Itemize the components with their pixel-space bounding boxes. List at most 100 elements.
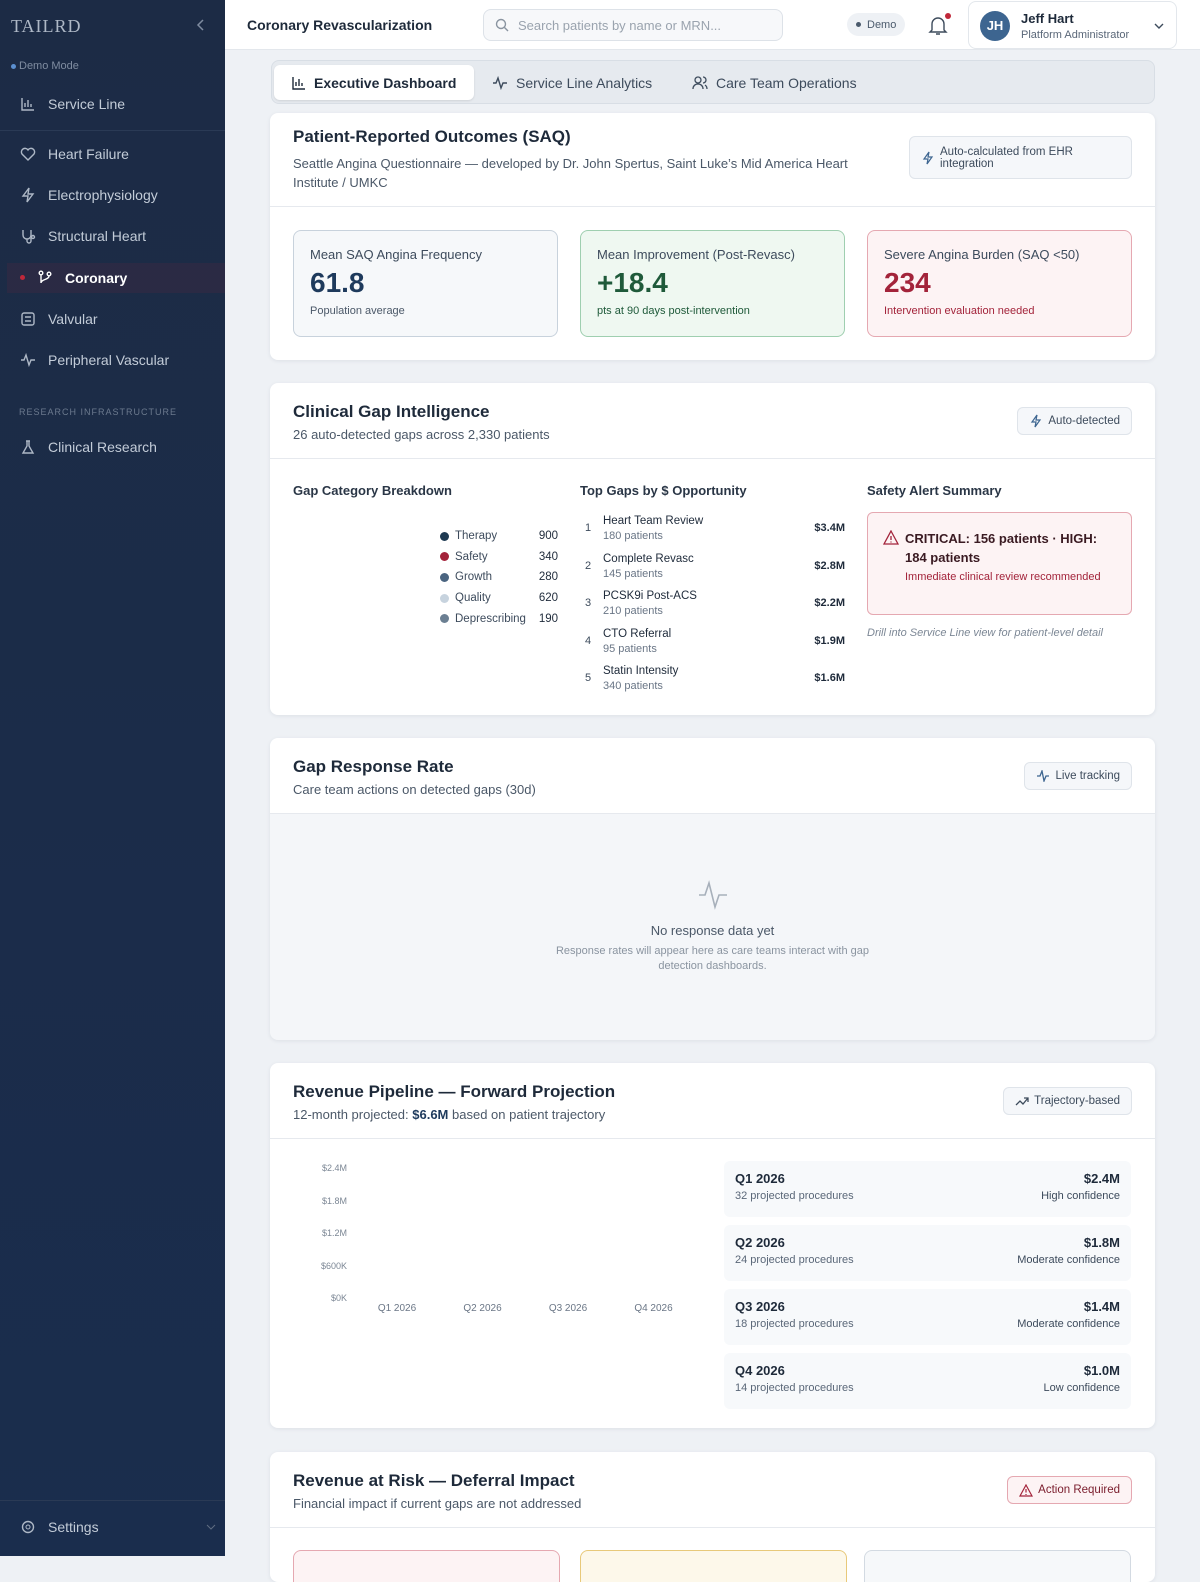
- gap-name: Complete Revasc: [603, 552, 694, 565]
- nav-label: Settings: [48, 1519, 99, 1535]
- legend-value: 900: [538, 530, 558, 542]
- card-subtitle: Care team actions on detected gaps (30d): [293, 782, 536, 797]
- nav-item[interactable]: Electrophysiology: [20, 180, 220, 210]
- risk-tile: [864, 1550, 1131, 1582]
- quarter: Q1 2026: [735, 1171, 785, 1186]
- alert-title: CRITICAL: 156 patients · HIGH: 184 patie…: [905, 531, 1098, 565]
- saq-card: Patient-Reported Outcomes (SAQ) Seattle …: [270, 113, 1155, 360]
- empty-title: No response data yet: [650, 923, 775, 938]
- user-menu[interactable]: JH Jeff Hart Platform Administrator: [968, 1, 1177, 49]
- settings[interactable]: Settings: [20, 1512, 220, 1542]
- quarter: Q2 2026: [735, 1235, 785, 1250]
- gap-row: 3 PCSK9i Post-ACS 210 patients $2.2M: [580, 587, 845, 621]
- metric-note: pts at 90 days post-intervention: [597, 305, 750, 317]
- legend-value: 190: [538, 612, 558, 625]
- quarter-confidence: Moderate confidence: [1017, 1254, 1120, 1266]
- logo: TAILRD: [11, 16, 82, 36]
- badge-text: Action Required: [1038, 1484, 1120, 1496]
- quarter-procedures: 32 projected procedures: [735, 1190, 854, 1202]
- nav-label: Clinical Research: [48, 439, 157, 455]
- legend-item: Safety 340: [440, 547, 558, 567]
- gap-patients: 95 patients: [603, 642, 657, 655]
- nav-item[interactable]: Heart Failure: [20, 139, 220, 169]
- x-axis-label: Q1 2026: [377, 1303, 417, 1314]
- quarter-row: Q1 2026 32 projected procedures $2.4M High …: [724, 1161, 1131, 1217]
- quarter-amount: $1.0M: [1083, 1363, 1120, 1378]
- section-title: Top Gaps by $ Opportunity: [580, 483, 747, 498]
- legend-item: Quality 620: [440, 588, 558, 608]
- nav-item[interactable]: Coronary: [7, 262, 225, 293]
- gap-rank: 2: [585, 559, 592, 572]
- badge: Live tracking: [1024, 762, 1132, 790]
- badge: Auto-calculated from EHR integration: [909, 136, 1132, 179]
- empty-text: Response rates will appear here as care …: [555, 945, 870, 972]
- legend-dot: [440, 552, 449, 562]
- badge-text: Auto-calculated from EHR integration: [940, 145, 1073, 170]
- empty-icon: [699, 880, 727, 910]
- safety-alert: CRITICAL: 156 patients · HIGH: 184 patie…: [867, 512, 1132, 615]
- nav-item[interactable]: Service Line: [20, 89, 220, 119]
- nav-label: Peripheral Vascular: [48, 352, 170, 368]
- metric-note: Intervention evaluation needed: [884, 305, 1035, 317]
- avatar: JH: [980, 11, 1010, 41]
- gap-card: Clinical Gap Intelligence 26 auto-detect…: [270, 383, 1155, 715]
- y-axis-label: $2.4M: [321, 1163, 347, 1173]
- nav-item[interactable]: Structural Heart: [20, 221, 220, 251]
- user-role: Platform Administrator: [1021, 29, 1130, 41]
- nav-item[interactable]: Clinical Research: [20, 432, 220, 462]
- notifications[interactable]: [925, 13, 951, 37]
- section-label: RESEARCH INFRASTRUCTURE: [19, 407, 178, 417]
- badge-text: Live tracking: [1055, 770, 1120, 782]
- gap-name: PCSK9i Post-ACS: [603, 590, 697, 602]
- tab-label: Service Line Analytics: [516, 74, 653, 91]
- badge: Trajectory-based: [1003, 1087, 1132, 1115]
- tab-label: Executive Dashboard: [314, 74, 457, 91]
- section-title: Safety Alert Summary: [867, 483, 1002, 498]
- quarter-row: Q2 2026 24 projected procedures $1.8M Moder…: [724, 1225, 1131, 1281]
- user-name: Jeff Hart: [1021, 11, 1074, 26]
- metric-value: 234: [884, 267, 931, 298]
- nav-label: Heart Failure: [48, 146, 129, 162]
- x-axis-label: Q2 2026: [463, 1303, 502, 1314]
- metric-label: Mean Improvement (Post-Revasc): [597, 247, 795, 262]
- quarter: Q3 2026: [735, 1299, 785, 1314]
- tab[interactable]: Service Line Analytics: [474, 65, 670, 100]
- legend-value: 340: [538, 550, 558, 563]
- nav-label: Coronary: [65, 269, 128, 286]
- metric-note: Population average: [310, 305, 405, 317]
- gap-row: 5 Statin Intensity 340 patients $1.6M: [580, 662, 845, 696]
- legend-dot: [440, 593, 449, 603]
- metric-label: Mean SAQ Angina Frequency: [310, 247, 482, 262]
- metric-card: Severe Angina Burden (SAQ <50) 234 Interve…: [867, 230, 1132, 337]
- collapse-button[interactable]: [196, 19, 206, 31]
- tab-bar: Executive Dashboard Service Line Analyti…: [271, 60, 1155, 104]
- nav-item[interactable]: Peripheral Vascular: [20, 345, 220, 375]
- nav-label: Electrophysiology: [48, 187, 158, 204]
- gap-patients: 180 patients: [603, 530, 663, 542]
- quarter-procedures: 14 projected procedures: [735, 1382, 854, 1394]
- sidebar: TAILRD Demo Mode Service Line Heart Failu…: [0, 0, 225, 1556]
- quarter-procedures: 24 projected procedures: [735, 1254, 854, 1266]
- pipeline-card: Revenue Pipeline — Forward Projection 12…: [270, 1063, 1155, 1428]
- nav-item[interactable]: Valvular: [20, 304, 220, 334]
- x-axis-label: Q3 2026: [548, 1303, 588, 1314]
- divider: [0, 130, 225, 131]
- legend-item: Growth 280: [440, 567, 558, 587]
- divider: [0, 1500, 225, 1501]
- badge-text: Auto-detected: [1048, 415, 1120, 427]
- tab[interactable]: Executive Dashboard: [274, 65, 475, 100]
- search-box[interactable]: Search patients by name or MRN...: [483, 9, 783, 41]
- gap-row: 1 Heart Team Review 180 patients $3.4M: [580, 512, 845, 546]
- response-card: Gap Response Rate Care team actions on d…: [270, 738, 1155, 1040]
- gap-rank: 1: [585, 522, 592, 534]
- footnote: Drill into Service Line view for patient…: [867, 627, 1103, 639]
- card-subtitle: 26 auto-detected gaps across 2,330 patie…: [293, 427, 550, 442]
- gap-rank: 3: [585, 597, 592, 609]
- legend-label: Quality: [455, 592, 491, 605]
- gap-amount: $1.9M: [814, 634, 845, 647]
- card-subtitle: 12-month projected: $6.6M based on patie…: [293, 1107, 605, 1122]
- gap-rank: 5: [585, 672, 592, 684]
- nav-label: Structural Heart: [48, 228, 147, 245]
- quarter-amount: $1.4M: [1083, 1299, 1120, 1314]
- tab[interactable]: Care Team Operations: [674, 65, 875, 100]
